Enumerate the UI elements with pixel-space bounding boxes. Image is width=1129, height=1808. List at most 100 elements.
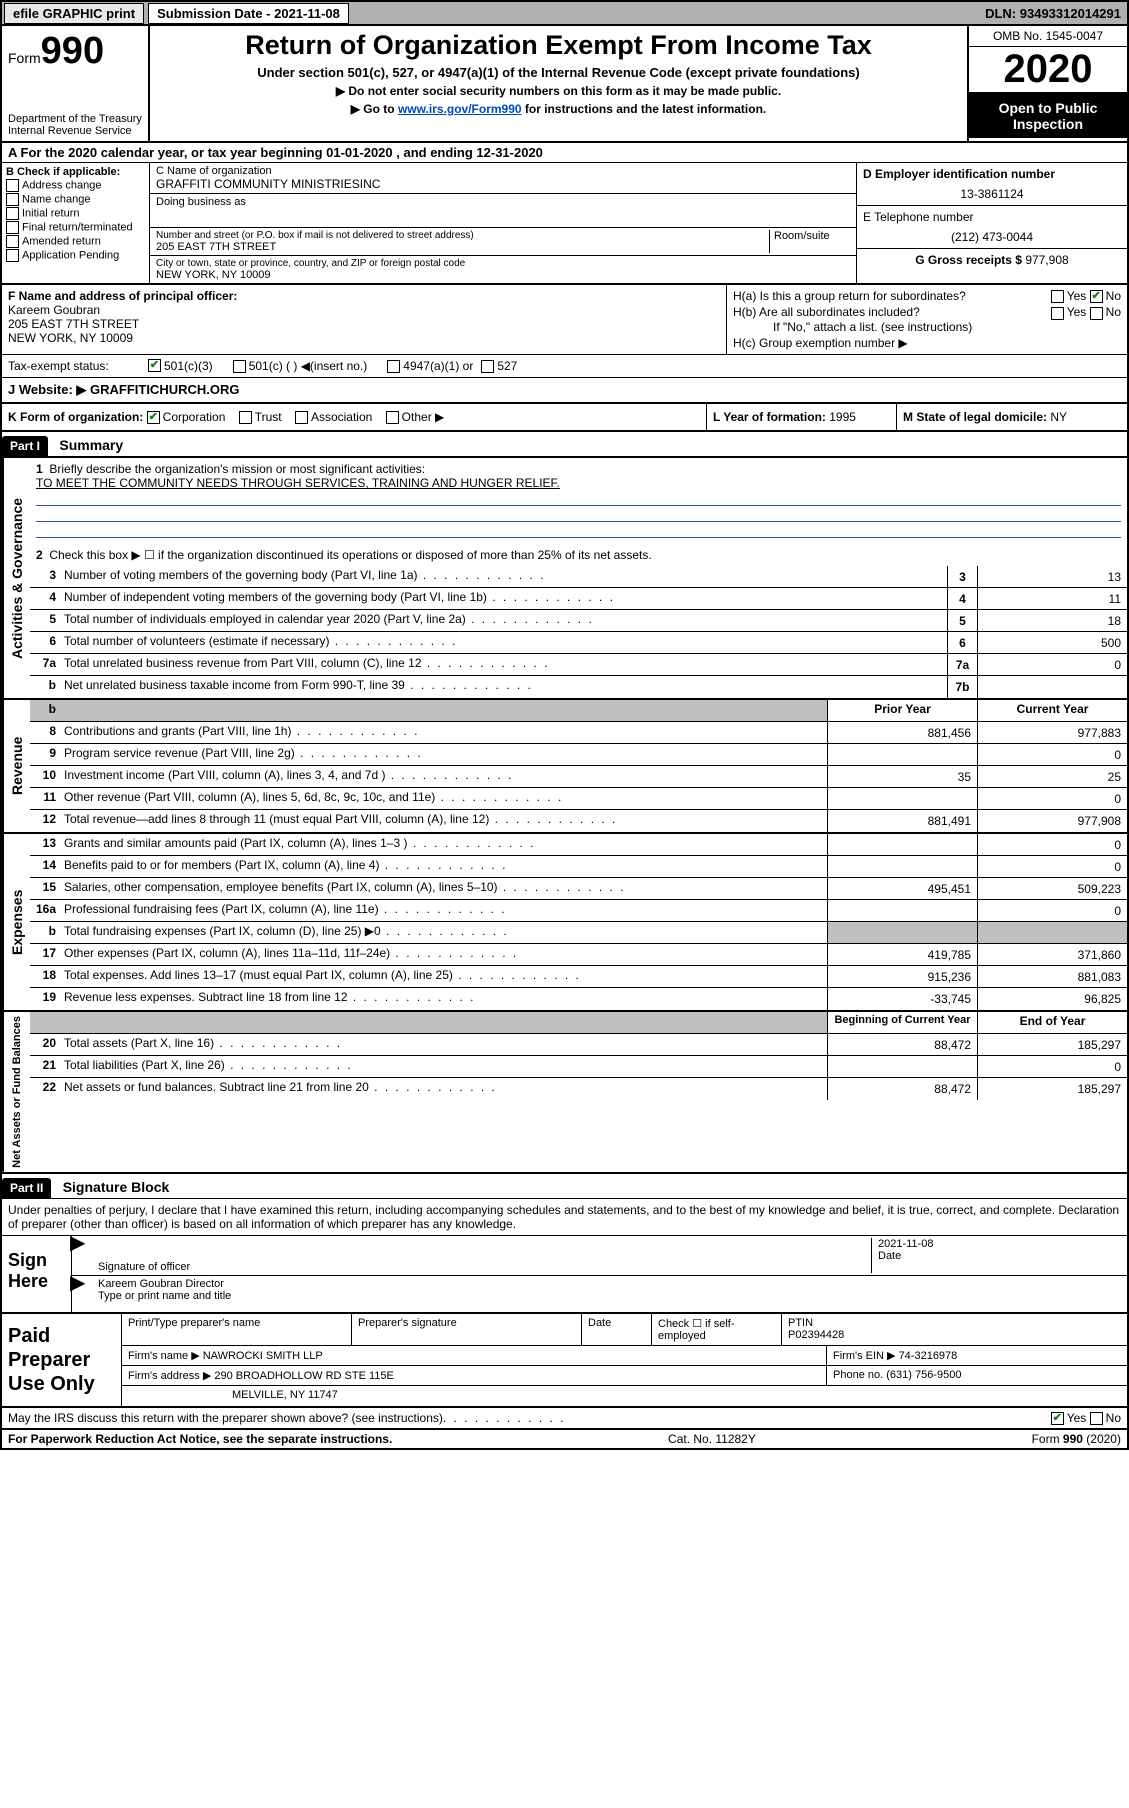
row-current: 185,297 xyxy=(977,1078,1127,1100)
firm-addr-value: 290 BROADHOLLOW RD STE 115E xyxy=(214,1370,394,1382)
row-num: 18 xyxy=(30,966,60,987)
row-num: 5 xyxy=(30,610,60,631)
initial-return-label: Initial return xyxy=(22,207,79,219)
ein-value: 13-3861124 xyxy=(863,187,1121,201)
row-desc: Total number of individuals employed in … xyxy=(60,610,947,631)
governance-vlabel: Activities & Governance xyxy=(2,458,30,698)
k-other: Other ▶ xyxy=(402,410,445,424)
checkbox-final-return[interactable]: Final return/terminated xyxy=(6,221,145,234)
row-current: 0 xyxy=(977,1056,1127,1077)
application-pending-label: Application Pending xyxy=(22,249,119,261)
rev-hdr-spacer xyxy=(60,700,827,721)
status-4947-checkbox[interactable] xyxy=(387,360,400,373)
submission-date: Submission Date - 2021-11-08 xyxy=(148,3,349,24)
table-row: 16a Professional fundraising fees (Part … xyxy=(30,900,1127,922)
h-b-yes: Yes xyxy=(1067,305,1087,319)
checkbox-amended-return[interactable]: Amended return xyxy=(6,235,145,248)
h-a-no-checkbox[interactable] xyxy=(1090,290,1103,303)
firm-ein: Firm's EIN ▶ 74-3216978 xyxy=(827,1346,1127,1365)
status-501c3-checkbox[interactable] xyxy=(148,359,161,372)
checkbox-initial-return[interactable]: Initial return xyxy=(6,207,145,220)
tax-period: A For the 2020 calendar year, or tax yea… xyxy=(2,143,1127,163)
status-527: 527 xyxy=(497,359,517,373)
dept-treasury: Department of the Treasury Internal Reve… xyxy=(8,113,142,137)
efile-print-button[interactable]: efile GRAPHIC print xyxy=(4,3,144,24)
row-desc: Number of voting members of the governin… xyxy=(60,566,947,587)
row-prior: -33,745 xyxy=(827,988,977,1010)
table-row: 4 Number of independent voting members o… xyxy=(30,588,1127,610)
row-refnum: 4 xyxy=(947,588,977,609)
row-refnum: 5 xyxy=(947,610,977,631)
ptin-label: PTIN xyxy=(788,1317,813,1329)
row-num: 7a xyxy=(30,654,60,675)
checkbox-address-change[interactable]: Address change xyxy=(6,179,145,192)
discuss-no-checkbox[interactable] xyxy=(1090,1412,1103,1425)
row-desc: Salaries, other compensation, employee b… xyxy=(60,878,827,899)
h-b-yes-checkbox[interactable] xyxy=(1051,307,1064,320)
row-refnum: 7a xyxy=(947,654,977,675)
section-b: B Check if applicable: Address change Na… xyxy=(2,163,150,283)
row-current: 25 xyxy=(977,766,1127,787)
h-c-label: H(c) Group exemption number ▶ xyxy=(733,336,1121,350)
line1-label: Briefly describe the organization's miss… xyxy=(49,462,425,476)
form-title: Return of Organization Exempt From Incom… xyxy=(158,30,959,61)
row-num: 13 xyxy=(30,834,60,855)
firm-ein-label: Firm's EIN ▶ xyxy=(833,1350,899,1362)
part-1-header: Part I Summary xyxy=(2,432,1127,458)
h-b-no-checkbox[interactable] xyxy=(1090,307,1103,320)
row-prior: 88,472 xyxy=(827,1034,977,1055)
sig-name-value: Kareem Goubran Director xyxy=(98,1278,1121,1290)
row-num: 10 xyxy=(30,766,60,787)
row-current: 371,860 xyxy=(977,944,1127,965)
begin-year-hdr: Beginning of Current Year xyxy=(827,1012,977,1033)
checkbox-application-pending[interactable]: Application Pending xyxy=(6,249,145,262)
form-num: 990 xyxy=(41,30,104,72)
row-current: 977,883 xyxy=(977,722,1127,743)
row-prior: 419,785 xyxy=(827,944,977,965)
row-desc: Professional fundraising fees (Part IX, … xyxy=(60,900,827,921)
sig-date-label: Date xyxy=(878,1250,1121,1262)
irs-link[interactable]: www.irs.gov/Form990 xyxy=(398,102,522,116)
prep-row-1: Print/Type preparer's name Preparer's si… xyxy=(122,1314,1127,1346)
gross-label: G Gross receipts $ xyxy=(915,253,1025,267)
officer-addr2: NEW YORK, NY 10009 xyxy=(8,331,720,345)
checkbox-name-change[interactable]: Name change xyxy=(6,193,145,206)
discuss-yes-checkbox[interactable] xyxy=(1051,1412,1064,1425)
row-num: 6 xyxy=(30,632,60,653)
status-527-checkbox[interactable] xyxy=(481,360,494,373)
row-num: 3 xyxy=(30,566,60,587)
row-value: 18 xyxy=(977,610,1127,631)
table-row: 9 Program service revenue (Part VIII, li… xyxy=(30,744,1127,766)
row-current xyxy=(977,922,1127,943)
ein-block: D Employer identification number 13-3861… xyxy=(857,163,1127,206)
name-change-label: Name change xyxy=(22,193,91,205)
row-desc: Net assets or fund balances. Subtract li… xyxy=(60,1078,827,1100)
status-501c-checkbox[interactable] xyxy=(233,360,246,373)
k-assoc: Association xyxy=(311,410,372,424)
topbar: efile GRAPHIC print Submission Date - 20… xyxy=(2,2,1127,26)
prep-ptin: PTINP02394428 xyxy=(782,1314,1127,1345)
h-a-yes-checkbox[interactable] xyxy=(1051,290,1064,303)
m-state: M State of legal domicile: NY xyxy=(897,404,1127,430)
firm-ein-value: 74-3216978 xyxy=(899,1350,958,1362)
k-other-checkbox[interactable] xyxy=(386,411,399,424)
footer-mid: Cat. No. 11282Y xyxy=(668,1432,756,1446)
table-row: 15 Salaries, other compensation, employe… xyxy=(30,878,1127,900)
k-assoc-checkbox[interactable] xyxy=(295,411,308,424)
row-current: 977,908 xyxy=(977,810,1127,832)
phone-label: E Telephone number xyxy=(863,210,1121,224)
row-current: 0 xyxy=(977,856,1127,877)
m-label: M State of legal domicile: xyxy=(903,410,1050,424)
section-d: D Employer identification number 13-3861… xyxy=(857,163,1127,283)
governance-section: Activities & Governance 1 Briefly descri… xyxy=(2,458,1127,700)
m-value: NY xyxy=(1050,410,1067,424)
prep-row-3: Firm's address ▶ 290 BROADHOLLOW RD STE … xyxy=(122,1366,1127,1386)
footer-left: For Paperwork Reduction Act Notice, see … xyxy=(8,1432,392,1446)
k-corp-checkbox[interactable] xyxy=(147,411,160,424)
row-desc: Total assets (Part X, line 16) xyxy=(60,1034,827,1055)
row-prior xyxy=(827,922,977,943)
row-num: 14 xyxy=(30,856,60,877)
row-desc: Net unrelated business taxable income fr… xyxy=(60,676,947,698)
revenue-body: b Prior Year Current Year 8 Contribution… xyxy=(30,700,1127,832)
k-trust-checkbox[interactable] xyxy=(239,411,252,424)
